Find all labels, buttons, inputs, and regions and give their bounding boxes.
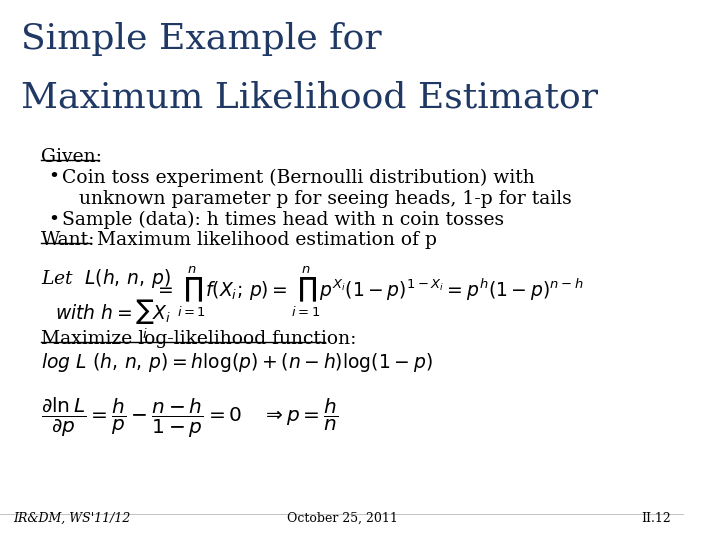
Text: $= \prod_{i=1}^{n} f(X_i;\,p) = \prod_{i=1}^{n} p^{X_i}(1-p)^{1-X_i} = p^h(1-p)^: $= \prod_{i=1}^{n} f(X_i;\,p) = \prod_{i… (154, 265, 583, 319)
Text: Let  $L(h,\, n,\, p)$: Let $L(h,\, n,\, p)$ (41, 267, 171, 291)
Text: Maximize log-likelihood function:: Maximize log-likelihood function: (41, 330, 356, 348)
Text: •: • (48, 211, 59, 228)
Text: $\mathit{with}\ h = \sum_i X_i$: $\mathit{with}\ h = \sum_i X_i$ (55, 298, 171, 341)
Text: •: • (48, 168, 59, 186)
Text: IR&DM, WS'11/12: IR&DM, WS'11/12 (14, 512, 131, 525)
Text: $\dfrac{\partial \ln L}{\partial p} = \dfrac{h}{p} - \dfrac{n-h}{1-p} = 0$$\quad: $\dfrac{\partial \ln L}{\partial p} = \d… (41, 395, 338, 440)
Text: October 25, 2011: October 25, 2011 (287, 512, 397, 525)
Text: Simple Example for: Simple Example for (21, 22, 381, 56)
Text: $\mathit{log}\ L\ (h,\,n,\,p) = h\log(p) + (n-h)\log(1-p)$: $\mathit{log}\ L\ (h,\,n,\,p) = h\log(p)… (41, 351, 433, 374)
Text: Given:: Given: (41, 148, 102, 166)
Text: Sample (data): h times head with n coin tosses: Sample (data): h times head with n coin … (62, 211, 504, 229)
Text: Want:: Want: (41, 231, 96, 249)
Text: Coin toss experiment (Bernoulli distribution) with: Coin toss experiment (Bernoulli distribu… (62, 168, 534, 187)
Text: unknown parameter p for seeing heads, 1-p for tails: unknown parameter p for seeing heads, 1-… (78, 190, 572, 208)
Text: Maximum Likelihood Estimator: Maximum Likelihood Estimator (21, 81, 598, 115)
Text: Maximum likelihood estimation of p: Maximum likelihood estimation of p (91, 231, 437, 249)
Text: II.12: II.12 (641, 512, 670, 525)
